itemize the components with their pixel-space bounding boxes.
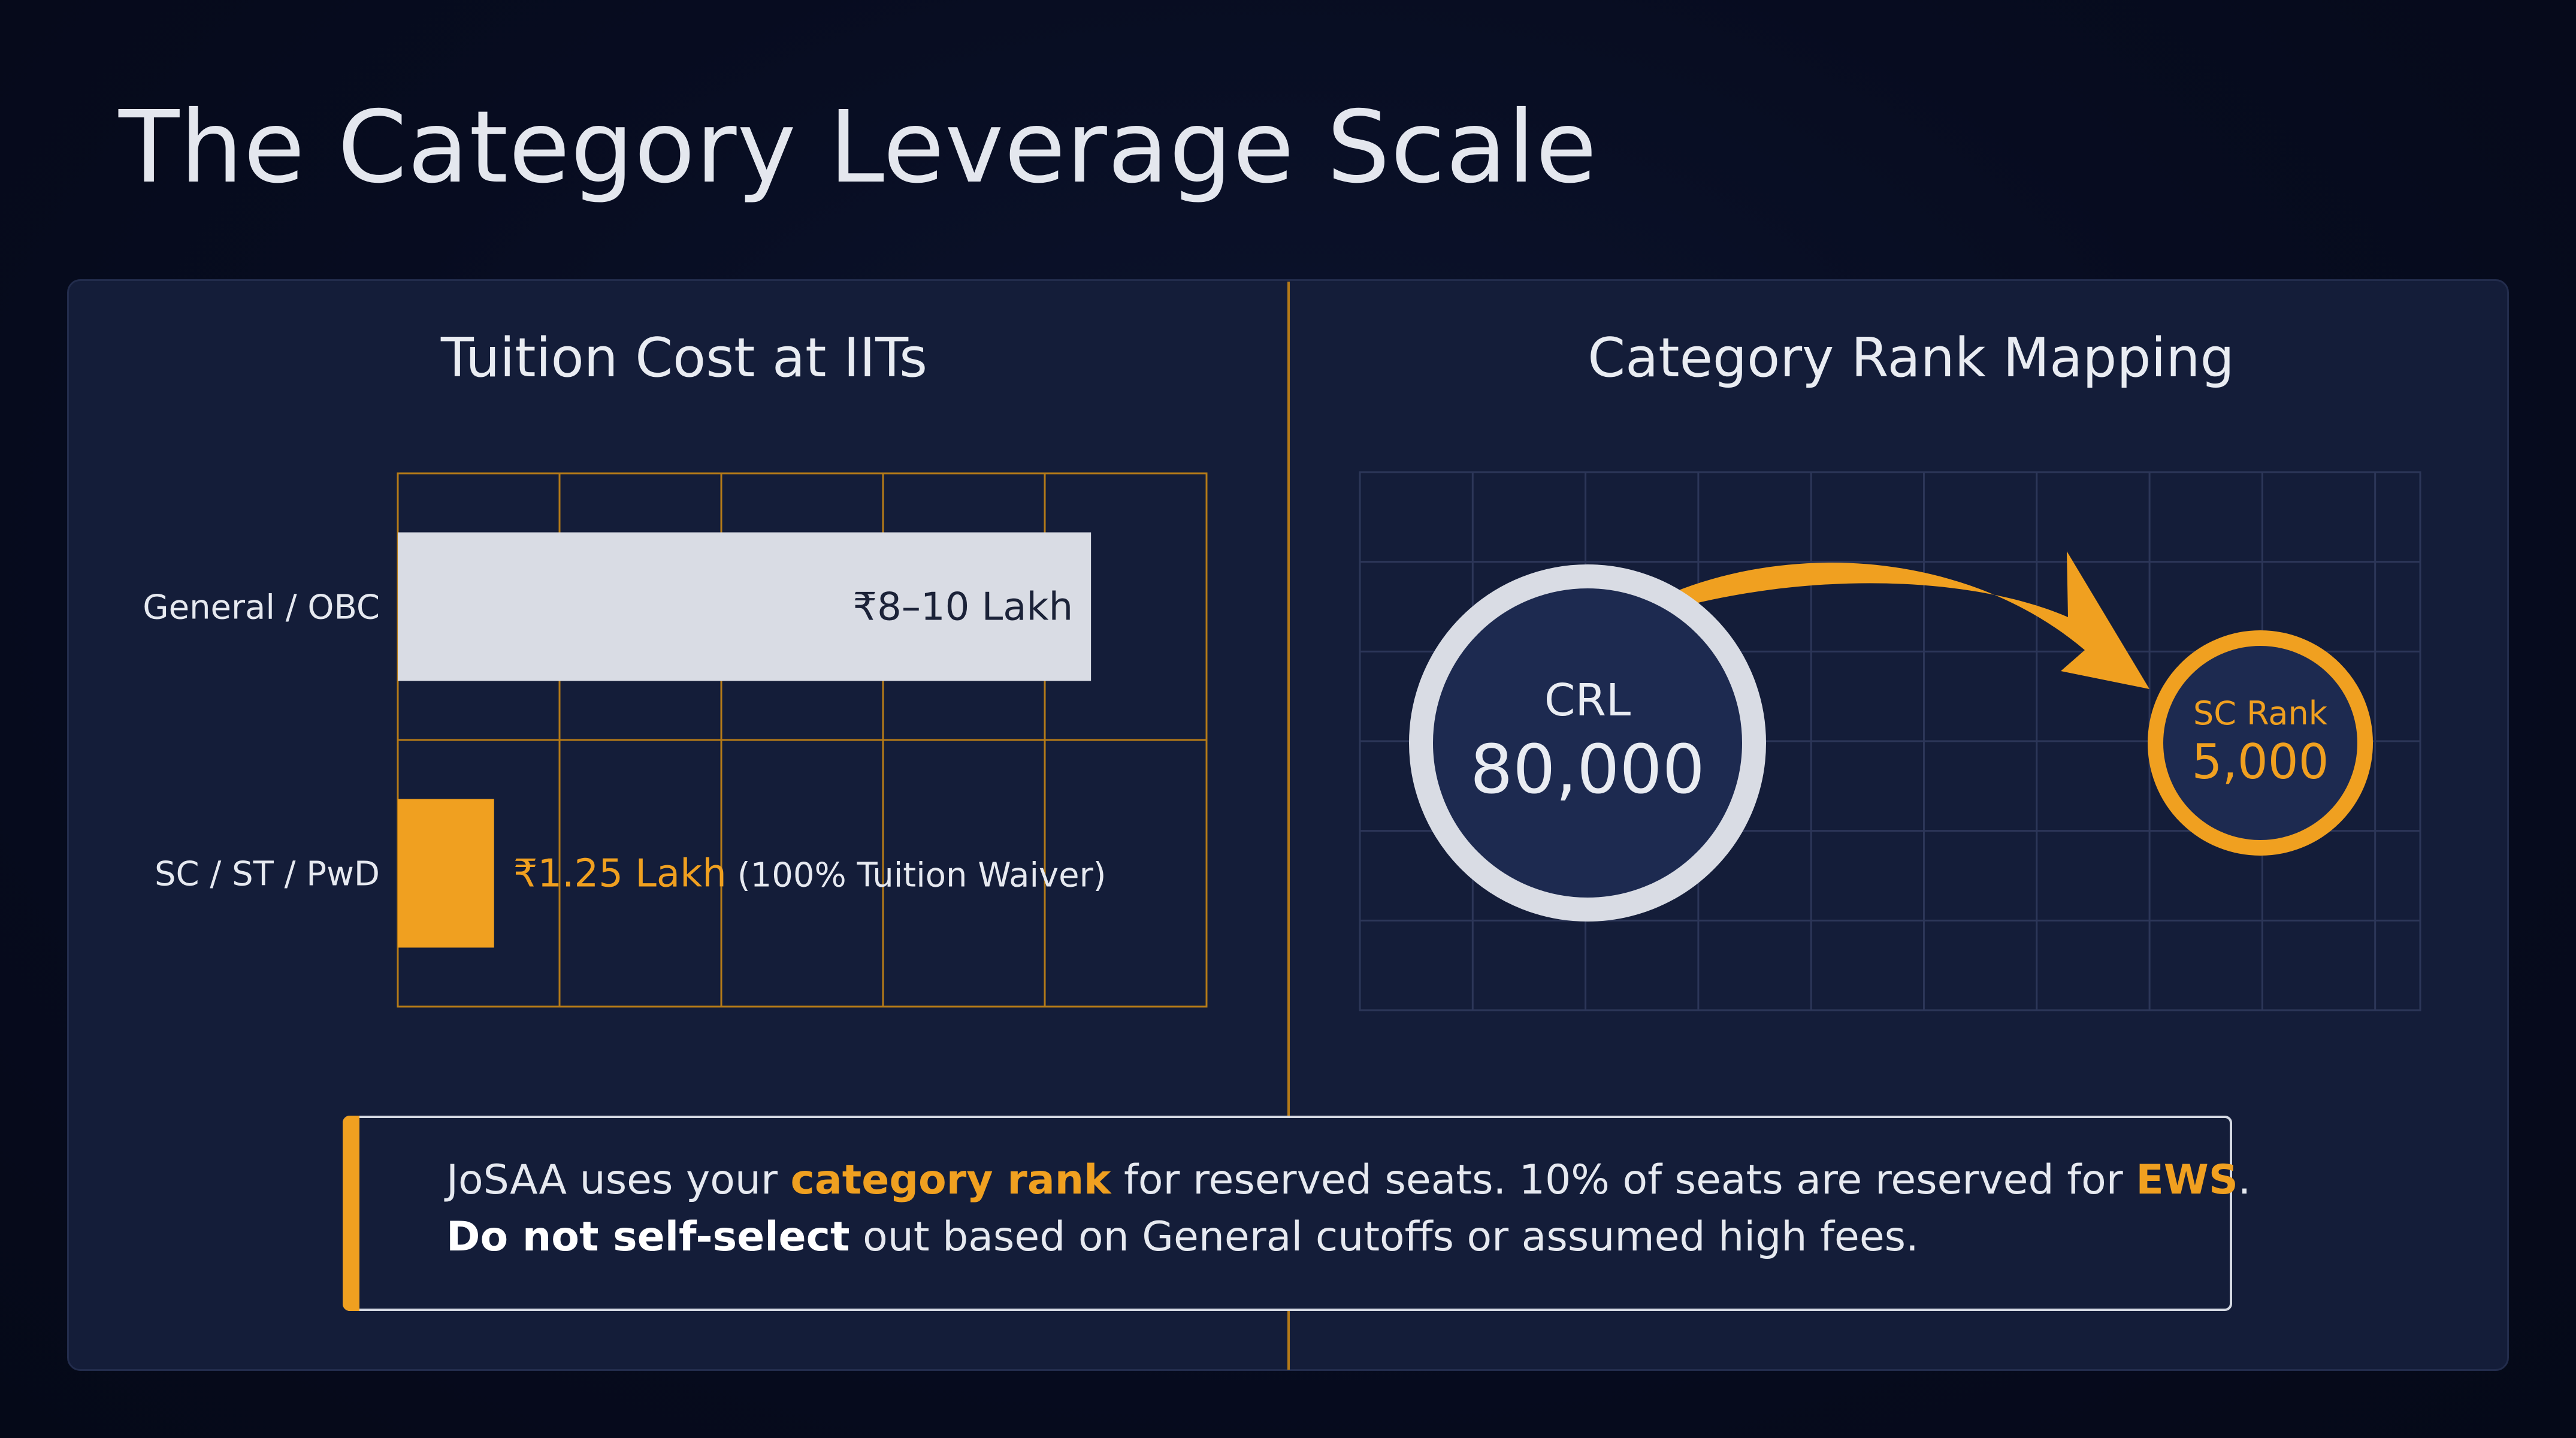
panel-divider bbox=[1287, 282, 1290, 1370]
sc-rank-value: 5,000 bbox=[2191, 734, 2329, 790]
crl-value: 80,000 bbox=[1470, 731, 1705, 809]
callout-text: out based on General cutoffs or assumed … bbox=[849, 1213, 1919, 1261]
data-label: ₹1.25 Lakh (100% Tuition Waiver) bbox=[513, 852, 1106, 896]
rank-panel-title: Category Rank Mapping bbox=[1588, 327, 2235, 389]
bar bbox=[398, 799, 494, 948]
crl-label: CRL bbox=[1544, 675, 1631, 727]
bar bbox=[398, 532, 1092, 681]
tuition-panel-title: Tuition Cost at IITs bbox=[440, 327, 928, 389]
category-label: SC / ST / PwD bbox=[155, 855, 380, 894]
callout-emphasis: Do not self-select bbox=[446, 1213, 850, 1261]
callout-highlight: EWS bbox=[2136, 1156, 2238, 1204]
callout-line-1: JoSAA uses your category rank for reserv… bbox=[446, 1156, 2251, 1204]
chart-bars: General / OBC ₹8–10 Lakh SC / ST / PwD ₹1.2… bbox=[143, 532, 1106, 948]
callout-line-2: Do not self-select out based on General … bbox=[446, 1213, 1919, 1261]
page-title: The Category Leverage Scale bbox=[119, 90, 1598, 206]
callout-box bbox=[343, 1116, 2232, 1311]
callout-highlight: category rank bbox=[790, 1156, 1111, 1204]
callout-text: JoSAA uses your bbox=[446, 1156, 791, 1204]
category-label: General / OBC bbox=[143, 588, 380, 627]
sc-rank-label: SC Rank bbox=[2193, 694, 2328, 732]
callout-text: for reserved seats. 10% of seats are res… bbox=[1111, 1156, 2136, 1204]
sc-rank-circle: SC Rank 5,000 bbox=[2148, 630, 2373, 856]
data-label: ₹8–10 Lakh bbox=[852, 585, 1073, 630]
callout-text: . bbox=[2238, 1156, 2251, 1204]
callout-accent-bar bbox=[343, 1116, 359, 1311]
data-label-note: (100% Tuition Waiver) bbox=[737, 856, 1106, 895]
crl-rank-circle: CRL 80,000 bbox=[1409, 564, 1766, 922]
